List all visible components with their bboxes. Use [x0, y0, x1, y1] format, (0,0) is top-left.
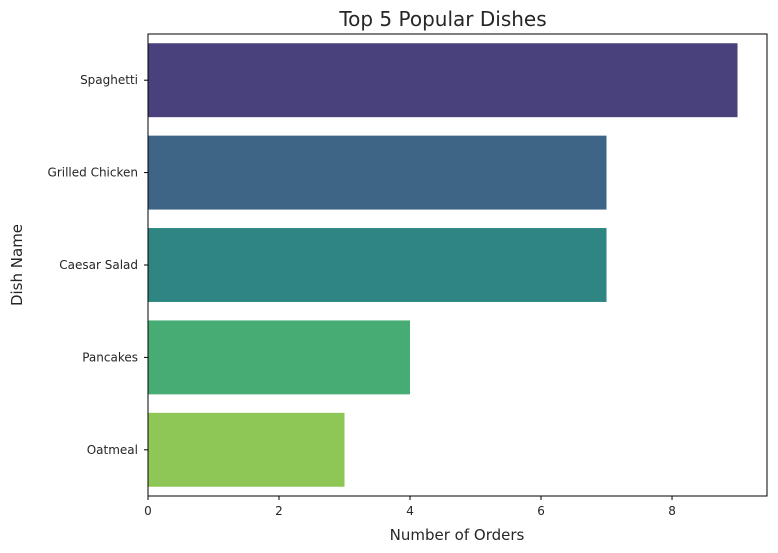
y-tick-label: Spaghetti — [80, 73, 138, 87]
bar-caesar-salad — [148, 228, 607, 302]
plot-frame — [147, 33, 768, 497]
chart-title: Top 5 Popular Dishes — [338, 7, 546, 31]
x-tick-label: 6 — [537, 504, 545, 518]
y-tick-label: Caesar Salad — [59, 258, 138, 272]
y-axis-title: Dish Name — [8, 224, 26, 306]
x-axis-ticks: 0 2 4 6 8 — [144, 496, 676, 518]
y-tick-label: Grilled Chicken — [48, 166, 138, 180]
y-tick-label: Oatmeal — [87, 443, 138, 457]
x-axis-title: Number of Orders — [390, 526, 525, 544]
y-tick-label: Pancakes — [82, 350, 138, 364]
bar-spaghetti — [148, 43, 738, 118]
bars-group — [148, 43, 738, 487]
bar-pancakes — [148, 320, 411, 395]
bar-grilled-chicken — [148, 135, 607, 210]
x-tick-label: 8 — [668, 504, 676, 518]
x-tick-label: 4 — [406, 504, 414, 518]
x-tick-label: 2 — [275, 504, 283, 518]
x-tick-label: 0 — [144, 504, 152, 518]
bar-oatmeal — [148, 412, 345, 487]
y-axis-ticks: Spaghetti Grilled Chicken Caesar Salad Panc… — [48, 73, 148, 457]
